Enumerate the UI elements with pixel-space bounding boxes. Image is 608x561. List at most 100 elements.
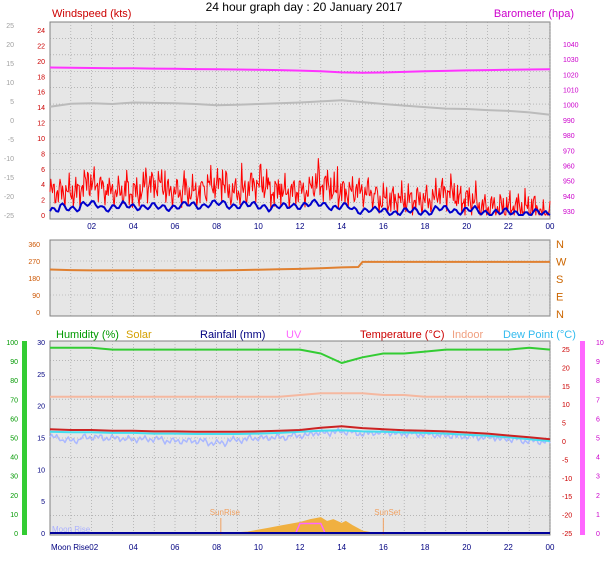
windspeed-axis-label: Windspeed (kts) — [52, 8, 131, 20]
solar-area — [233, 517, 373, 534]
temperature-tick-label: 5 — [562, 421, 566, 428]
barometer-tick-label: 970 — [563, 148, 575, 155]
barometer-line — [49, 66, 551, 74]
uv-tick-label: 4 — [596, 455, 600, 462]
wind-x-tick-label: 02 — [87, 222, 96, 231]
sun-annotation: SunSet — [374, 508, 401, 517]
wind-x-tick-label: 12 — [296, 222, 305, 231]
uv-tick-label: 1 — [596, 512, 600, 519]
windchill-tick-label: 15 — [6, 61, 14, 68]
wind-x-tick-label: 00 — [546, 222, 555, 231]
barometer-tick-label: 950 — [563, 179, 575, 186]
wind-average-line — [49, 198, 551, 216]
wind-x-tick-label: 18 — [421, 222, 430, 231]
barometer-tick-label: 990 — [563, 118, 575, 125]
weather-x-tick-label: 00 — [546, 543, 555, 552]
windspeed-tick-label: 0 — [41, 213, 45, 220]
direction-tick-label: 360 — [28, 242, 40, 249]
legend-label: Solar — [126, 329, 152, 341]
barometer-axis-label: Barometer (hpa) — [494, 8, 574, 20]
legend-label: Indoor — [452, 329, 484, 341]
temperature-tick-label: 15 — [562, 384, 570, 391]
humidity-tick-label: 0 — [14, 531, 18, 538]
compass-tick-label: N — [556, 309, 564, 321]
legend-label: Dew Point (°C) — [503, 329, 576, 341]
uv-tick-label: 0 — [596, 531, 600, 538]
humidity-tick-label: 80 — [10, 378, 18, 385]
weather-x-tick-label: 08 — [212, 543, 221, 552]
windchill-tick-label: 20 — [6, 42, 14, 49]
uv-tick-label: 6 — [596, 416, 600, 423]
temperature-tick-label: 10 — [562, 402, 570, 409]
gray-trace-line — [49, 99, 551, 116]
temperature-tick-label: -10 — [562, 476, 572, 483]
windspeed-tick-label: 20 — [37, 59, 45, 66]
barometer-tick-label: 1000 — [563, 103, 579, 110]
legend-label: Rainfall (mm) — [200, 329, 265, 341]
indoor-line — [50, 392, 550, 398]
weather-x-tick-label: 22 — [504, 543, 513, 552]
windspeed-tick-label: 2 — [41, 198, 45, 205]
wind-x-tick-label: 08 — [212, 222, 221, 231]
weather-x-tick-label: 20 — [462, 543, 471, 552]
sun-annotation: SunRise — [210, 508, 241, 517]
windspeed-tick-label: 22 — [37, 43, 45, 50]
compass-tick-label: S — [556, 274, 563, 286]
barometer-tick-label: 940 — [563, 194, 575, 201]
compass-tick-label: E — [556, 292, 563, 304]
moonrise-annotation: Moon Rise — [52, 525, 91, 534]
wind-gust-line — [49, 158, 551, 216]
legend-label: Temperature (°C) — [360, 329, 444, 341]
temperature-tick-label: 20 — [562, 365, 570, 372]
humidity-tick-label: 20 — [10, 493, 18, 500]
weather-x-axis-label: Moon Rise02 — [51, 543, 99, 552]
windspeed-tick-label: 24 — [37, 28, 45, 35]
humidity-tick-label: 40 — [10, 455, 18, 462]
uv-tick-label: 8 — [596, 378, 600, 385]
barometer-tick-label: 1020 — [563, 72, 579, 79]
weather-x-tick-label: 06 — [171, 543, 180, 552]
direction-tick-label: 270 — [28, 259, 40, 266]
windchill-tick-label: 25 — [6, 23, 14, 30]
uv-tick-label: 2 — [596, 493, 600, 500]
barometer-tick-label: 960 — [563, 163, 575, 170]
humidity-tick-label: 70 — [10, 397, 18, 404]
humidity-tick-label: 10 — [10, 512, 18, 519]
barometer-tick-label: 1040 — [563, 42, 579, 49]
temperature-tick-label: 25 — [562, 347, 570, 354]
dew-point-line — [49, 429, 551, 442]
barometer-tick-label: 1030 — [563, 57, 579, 64]
weather-x-tick-label: 10 — [254, 543, 263, 552]
wind-x-tick-label: 04 — [129, 222, 138, 231]
wind-x-tick-label: 16 — [379, 222, 388, 231]
humidity-tick-label: 30 — [10, 474, 18, 481]
windspeed-tick-label: 14 — [37, 105, 45, 112]
windchill-tick-label: -15 — [4, 175, 14, 182]
humidity-tick-label: 50 — [10, 436, 18, 443]
uv-tick-label: 7 — [596, 397, 600, 404]
direction-tick-label: 90 — [32, 293, 40, 300]
weather-x-tick-label: 18 — [421, 543, 430, 552]
windchill-tick-label: -20 — [4, 194, 14, 201]
temperature-line — [49, 425, 551, 441]
rainfall-tick-label: 10 — [37, 467, 45, 474]
compass-tick-label: N — [556, 239, 564, 251]
windspeed-tick-label: 4 — [41, 182, 45, 189]
weather-x-tick-label: 12 — [296, 543, 305, 552]
wind-x-tick-label: 06 — [171, 222, 180, 231]
compass-tick-label: W — [556, 257, 567, 269]
wind-x-tick-label: 10 — [254, 222, 263, 231]
windchill-tick-label: 5 — [10, 99, 14, 106]
uv-tick-label: 3 — [596, 474, 600, 481]
rainfall-tick-label: 30 — [37, 340, 45, 347]
windchill-tick-label: 10 — [6, 80, 14, 87]
wind-x-tick-label: 22 — [504, 222, 513, 231]
temperature-tick-label: -15 — [562, 494, 572, 501]
legend-label: UV — [286, 329, 302, 341]
direction-tick-label: 180 — [28, 276, 40, 283]
chart-title: 24 hour graph day : 20 January 2017 — [205, 0, 403, 14]
humidity-line — [50, 346, 551, 364]
uv-tick-label: 10 — [596, 340, 604, 347]
legend-label: Humidity (%) — [56, 329, 119, 341]
